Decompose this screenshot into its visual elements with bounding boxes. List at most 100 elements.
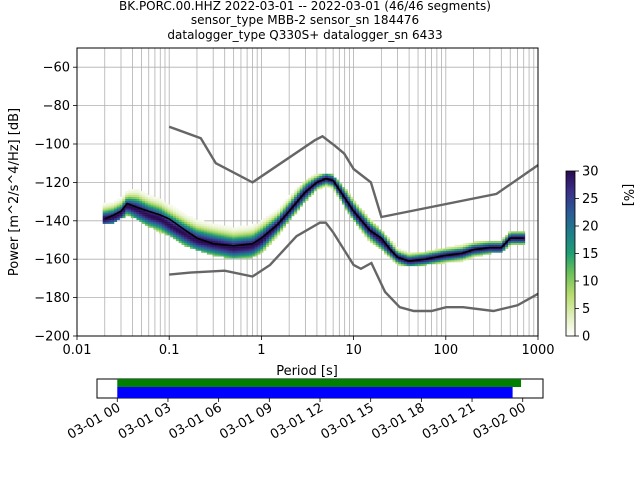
heatmap-cell — [358, 227, 362, 230]
heatmap-cell — [161, 200, 165, 203]
heatmap-cell — [170, 225, 174, 228]
heatmap-cell — [144, 214, 149, 217]
heatmap-cell — [249, 250, 253, 253]
heatmap-cell — [513, 240, 517, 244]
heatmap-cell — [187, 227, 191, 230]
heatmap-cell — [451, 248, 455, 251]
heatmap-cell — [260, 242, 264, 245]
heatmap-cell — [119, 214, 123, 217]
heatmap-cell — [474, 246, 478, 249]
heatmap-cell — [448, 260, 452, 263]
heatmap-cell — [237, 256, 241, 259]
heatmap-cell — [274, 221, 278, 224]
heatmap-cell — [265, 227, 270, 230]
heatmap-cell — [386, 254, 391, 257]
heatmap-cell — [468, 248, 472, 251]
heatmap-cell — [232, 233, 236, 236]
heatmap-cell — [237, 227, 241, 230]
heatmap-cell — [237, 229, 241, 232]
heatmap-cell — [136, 208, 140, 211]
heatmap-cell — [336, 192, 340, 196]
heatmap-cell — [516, 242, 520, 245]
heatmap-cell — [288, 216, 292, 219]
heatmap-cell — [220, 237, 225, 240]
heatmap-cell — [513, 235, 517, 238]
heatmap-cell — [150, 204, 154, 207]
heatmap-cell — [446, 260, 450, 263]
heatmap-cell — [319, 173, 323, 176]
heatmap-cell — [229, 239, 233, 242]
heatmap-cell — [265, 244, 270, 247]
heatmap-cell — [254, 237, 258, 240]
heatmap-cell — [181, 216, 185, 219]
heatmap-cell — [465, 242, 469, 245]
heatmap-cell — [291, 200, 295, 203]
heatmap-cell — [381, 244, 385, 247]
heatmap-cell — [308, 179, 312, 182]
heatmap-cell — [327, 185, 331, 188]
heatmap-cell — [144, 219, 149, 222]
heatmap-cell — [341, 202, 346, 205]
heatmap-cell — [144, 196, 149, 199]
heatmap-cell — [125, 206, 129, 209]
heatmap-cell — [364, 235, 368, 238]
heatmap-cell — [274, 217, 278, 221]
heatmap-cell — [257, 231, 261, 234]
heatmap-cell — [215, 254, 219, 257]
heatmap-cell — [296, 191, 301, 194]
heatmap-cell — [291, 196, 295, 199]
heatmap-cell — [370, 240, 374, 244]
heatmap-cell — [175, 208, 179, 211]
heatmap-cell — [460, 256, 464, 259]
heatmap-cell — [482, 244, 486, 247]
heatmap-cell — [220, 248, 225, 251]
heatmap-cell — [158, 219, 163, 222]
heatmap-cell — [150, 223, 154, 226]
heatmap-cell — [420, 256, 424, 259]
heatmap-cell — [206, 237, 210, 240]
heatmap-cell — [322, 175, 326, 178]
heatmap-cell — [122, 204, 126, 207]
heatmap-cell — [406, 262, 410, 265]
heatmap-cell — [294, 189, 298, 192]
y-tick-label: −120 — [34, 176, 70, 191]
heatmap-cell — [130, 194, 134, 197]
heatmap-cell — [243, 248, 247, 251]
heatmap-cell — [355, 217, 360, 221]
heatmap-cell — [350, 200, 354, 203]
heatmap-cell — [184, 221, 188, 224]
heatmap-cell — [170, 206, 174, 209]
heatmap-cell — [409, 258, 413, 261]
heatmap-cell — [491, 240, 495, 244]
heatmap-cell — [381, 240, 385, 244]
heatmap-cell — [327, 179, 331, 182]
heatmap-cell — [282, 206, 286, 209]
heatmap-cell — [223, 240, 227, 244]
heatmap-cell — [125, 198, 129, 201]
heatmap-cell — [170, 223, 174, 226]
heatmap-cell — [274, 233, 278, 236]
heatmap-cell — [468, 256, 472, 259]
heatmap-cell — [437, 262, 441, 265]
heatmap-cell — [412, 256, 416, 259]
heatmap-cell — [175, 221, 179, 224]
heatmap-cell — [212, 235, 216, 238]
heatmap-cell — [178, 217, 182, 221]
heatmap-cell — [299, 189, 303, 192]
heatmap-cell — [122, 196, 126, 199]
heatmap-cell — [299, 191, 303, 194]
heatmap-cell — [189, 242, 194, 245]
heatmap-cell — [178, 227, 182, 230]
heatmap-cell — [277, 231, 281, 234]
heatmap-cell — [485, 252, 489, 255]
heatmap-cell — [392, 242, 396, 245]
heatmap-cell — [136, 204, 140, 207]
heatmap-cell — [344, 206, 348, 209]
heatmap-cell — [291, 194, 295, 197]
heatmap-cell — [128, 204, 132, 207]
heatmap-cell — [302, 198, 306, 201]
heatmap-cell — [446, 258, 450, 261]
heatmap-cell — [102, 216, 106, 219]
heatmap-cell — [204, 227, 208, 230]
heatmap-cell — [220, 250, 225, 253]
